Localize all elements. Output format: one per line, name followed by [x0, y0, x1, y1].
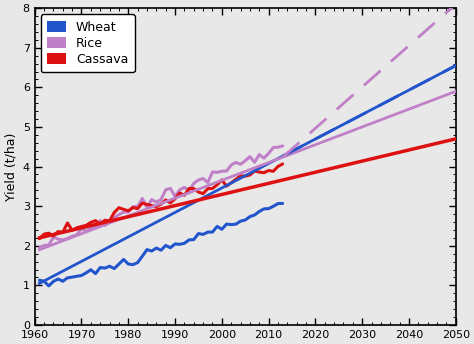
Y-axis label: Yield (t/ha): Yield (t/ha) [4, 132, 17, 201]
Legend: Wheat, Rice, Cassava: Wheat, Rice, Cassava [41, 14, 135, 72]
